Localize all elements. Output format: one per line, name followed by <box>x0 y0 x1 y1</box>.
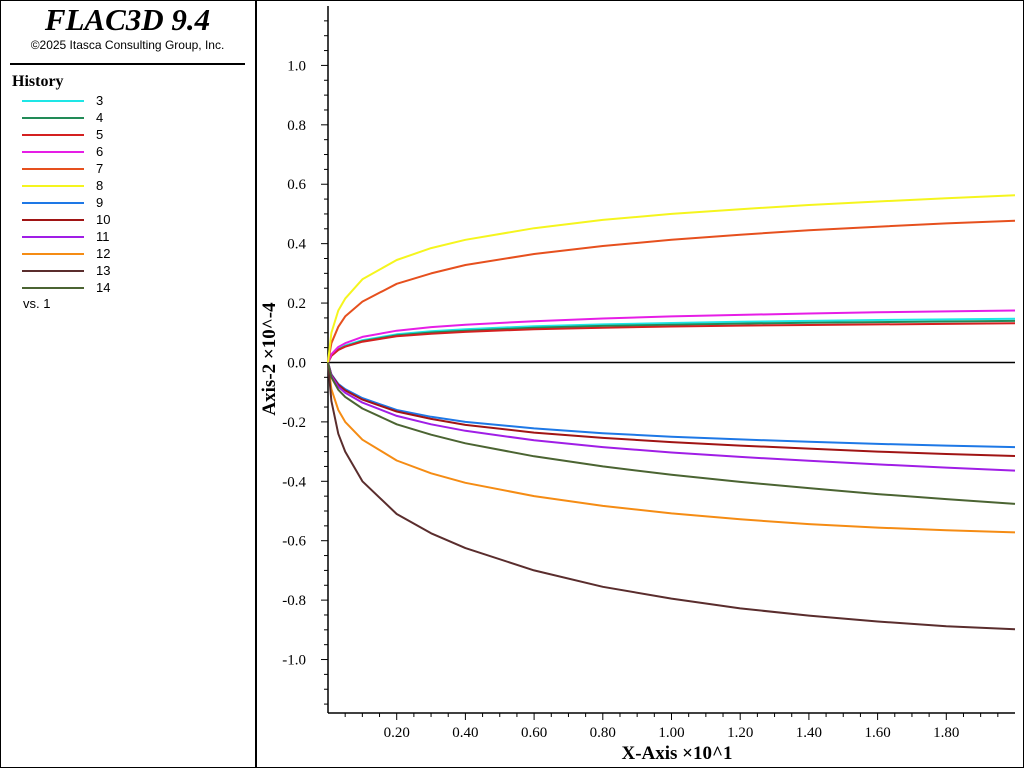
legend-label: 12 <box>96 246 111 261</box>
copyright-text: ©2025 Itasca Consulting Group, Inc. <box>30 38 225 52</box>
legend-swatch <box>22 202 84 204</box>
legend-label: 10 <box>96 212 111 227</box>
y-tick-label: -0.6 <box>282 534 306 550</box>
y-tick-label: -1.0 <box>282 653 306 669</box>
y-axis-title: Axis-2 ×10^-4 <box>259 302 280 416</box>
app-title: FLAC3D 9.4 <box>44 2 211 37</box>
y-tick-label: 0.6 <box>287 177 306 193</box>
x-tick-label: 1.80 <box>933 725 959 741</box>
legend-swatch <box>22 287 84 289</box>
legend-label: 9 <box>96 195 104 210</box>
series-line-11 <box>327 362 1016 472</box>
series-line-8 <box>327 194 1016 363</box>
legend-swatch <box>22 185 84 187</box>
y-tick-label: 0.8 <box>287 118 306 134</box>
legend-label: 8 <box>96 178 104 193</box>
legend-label: 3 <box>96 93 104 108</box>
series-line-7 <box>327 219 1016 363</box>
legend-swatch <box>22 168 84 170</box>
y-tick-label: 0.0 <box>287 355 306 371</box>
legend-swatch <box>22 236 84 238</box>
legend-swatch <box>22 270 84 272</box>
x-tick-label: 0.20 <box>384 725 410 741</box>
x-axis-title: X-Axis ×10^1 <box>621 743 732 764</box>
series-line-13 <box>327 362 1016 631</box>
x-tick-label: 0.80 <box>590 725 616 741</box>
legend-vs-label: vs. 1 <box>23 296 51 311</box>
panel-divider <box>255 0 257 768</box>
x-tick-label: 1.20 <box>727 725 753 741</box>
legend-title: History <box>12 73 64 90</box>
series-line-6 <box>327 309 1016 363</box>
legend-swatch <box>22 219 84 221</box>
plot-axes: 1.0 0.8 0.6 0.4 0.2 0.0 -0.2 -0.4 -0.6 -0.8 -1.0 0.… <box>282 6 1015 741</box>
y-tick-label: -0.8 <box>282 593 306 609</box>
y-tick-label: 1.0 <box>287 58 306 74</box>
legend-label: 11 <box>96 229 110 244</box>
y-tick-label: -0.2 <box>282 415 306 431</box>
x-tick-label: 0.40 <box>452 725 478 741</box>
legend-swatch <box>22 151 84 153</box>
x-tick-label: 1.40 <box>796 725 822 741</box>
legend-label: 4 <box>96 110 104 125</box>
legend-swatch <box>22 117 84 119</box>
legend-label: 5 <box>96 127 104 142</box>
x-tick-label: 1.60 <box>864 725 890 741</box>
x-tick-label: 0.60 <box>521 725 547 741</box>
legend-label: 13 <box>96 263 111 278</box>
legend-label: 6 <box>96 144 104 159</box>
legend-swatch <box>22 253 84 255</box>
legend-swatch <box>22 100 84 102</box>
y-tick-label: 0.2 <box>287 296 306 312</box>
series-layer <box>327 194 1016 631</box>
series-line-5 <box>327 322 1016 363</box>
series-line-10 <box>327 362 1016 457</box>
series-line-12 <box>327 362 1016 534</box>
y-tick-label: -0.4 <box>282 474 306 490</box>
y-tick-label: 0.4 <box>287 237 306 253</box>
x-tick-label: 1.00 <box>658 725 684 741</box>
history-plot: 1.0 0.8 0.6 0.4 0.2 0.0 -0.2 -0.4 -0.6 -0.8 -1.0 0.… <box>259 6 1016 764</box>
legend-swatch <box>22 134 84 136</box>
title-divider <box>10 63 245 65</box>
series-line-14 <box>327 362 1016 505</box>
legend-label: 14 <box>96 280 111 295</box>
legend-panel: FLAC3D 9.4 ©2025 Itasca Consulting Group… <box>0 0 255 768</box>
legend-label: 7 <box>96 161 104 176</box>
